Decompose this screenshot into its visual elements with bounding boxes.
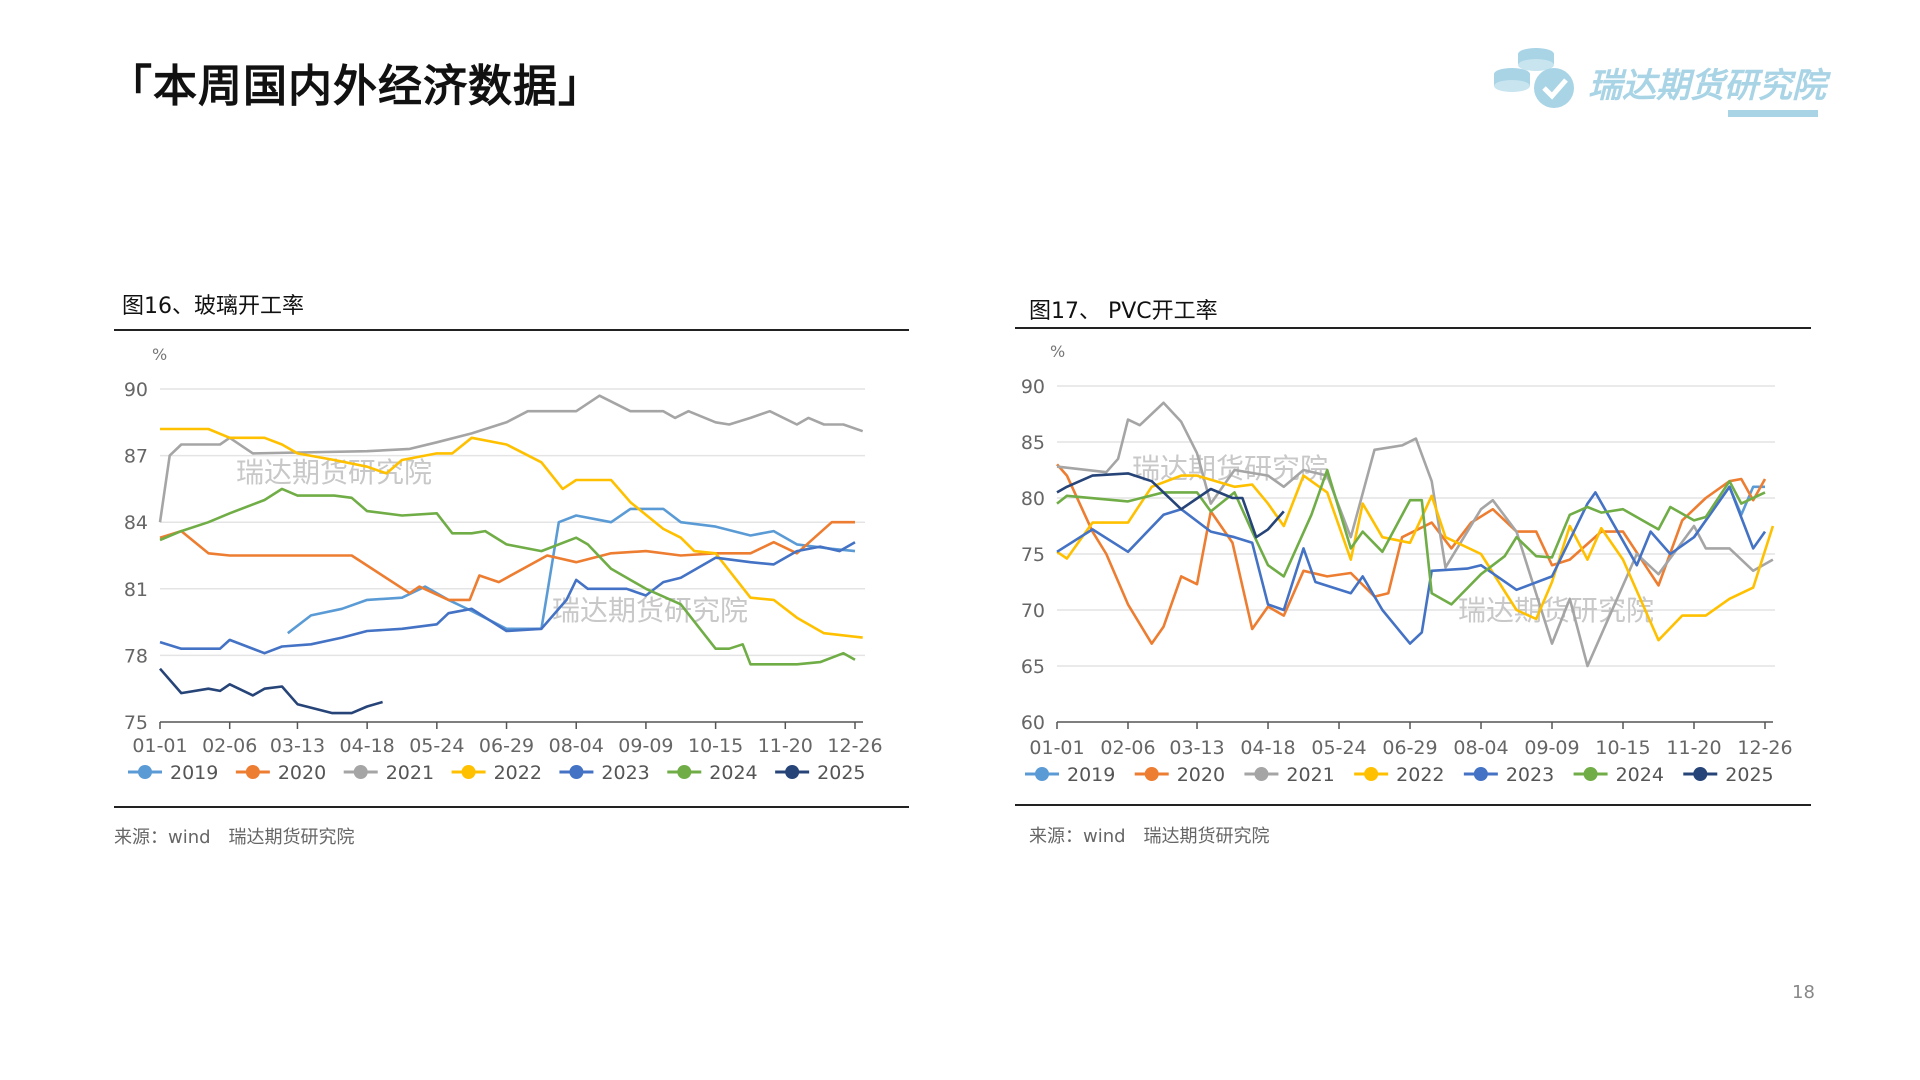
x-tick-label: 09-09 — [1524, 737, 1579, 759]
chart-top-rule — [1015, 327, 1811, 329]
series-line-2025 — [1056, 472, 1285, 539]
y-tick-label: 84 — [124, 512, 148, 534]
legend-label-2022: 2022 — [1396, 764, 1444, 786]
chart-caption-glass: 图16、玻璃开工率 — [122, 294, 304, 319]
legend-marker-2021 — [353, 765, 368, 779]
legend-marker-2024 — [677, 765, 692, 779]
watermark: 瑞达期货研究院 — [1458, 594, 1654, 627]
series-line-2024 — [159, 487, 856, 666]
chart-bottom-rule — [1015, 804, 1811, 806]
legend-marker-2019 — [1035, 767, 1049, 781]
legend-label-2024: 2024 — [709, 762, 757, 784]
legend-label-2019: 2019 — [1067, 764, 1115, 786]
chart-caption-pvc: 图17、 PVC开工率 — [1029, 299, 1218, 324]
legend-marker-2023 — [1473, 767, 1488, 781]
logo-underline — [1728, 110, 1818, 117]
x-tick-label: 08-04 — [1453, 737, 1508, 759]
series-line-2022 — [160, 427, 863, 639]
series-line-2020 — [159, 520, 855, 602]
x-tick-label: 09-09 — [618, 735, 673, 757]
y-tick-label: 81 — [124, 579, 148, 601]
legend-label-2025: 2025 — [817, 762, 865, 784]
legend-marker-2025 — [785, 765, 800, 779]
coins-check-icon — [1494, 48, 1574, 108]
legend-marker-2024 — [1583, 767, 1598, 781]
series-line-2023 — [1056, 485, 1767, 645]
legend-label-2024: 2024 — [1616, 764, 1664, 786]
legend-marker-2020 — [1144, 767, 1159, 781]
watermark: 瑞达期货研究院 — [1132, 452, 1328, 485]
series-line-2023 — [159, 541, 856, 655]
legend-label-2022: 2022 — [494, 762, 542, 784]
x-tick-label: 03-13 — [1169, 737, 1224, 759]
y-tick-label: 90 — [1021, 376, 1045, 398]
x-tick-label: 08-04 — [549, 735, 604, 757]
legend-marker-2021 — [1254, 767, 1269, 781]
chart-source-pvc: 来源：wind 瑞达期货研究院 — [1029, 826, 1270, 847]
y-tick-label: 80 — [1021, 488, 1045, 510]
legend-label-2020: 2020 — [1177, 764, 1225, 786]
x-tick-label: 12-26 — [827, 735, 882, 757]
series-line-2024 — [1056, 468, 1766, 606]
chart-top-rule — [114, 329, 909, 331]
y-tick-label: 78 — [124, 645, 148, 667]
x-tick-label: 04-18 — [1240, 737, 1295, 759]
x-tick-label: 01-01 — [132, 735, 187, 757]
y-tick-label: 90 — [124, 379, 148, 401]
x-tick-label: 01-01 — [1029, 737, 1084, 759]
x-tick-label: 04-18 — [340, 735, 395, 757]
x-tick-label: 11-20 — [758, 735, 813, 757]
x-tick-label: 12-26 — [1737, 737, 1792, 759]
y-tick-label: 65 — [1021, 656, 1045, 678]
y-tick-label: 87 — [124, 446, 148, 468]
y-axis-unit-label: % — [1050, 342, 1065, 361]
page-title: 「本周国内外经济数据」 — [108, 61, 603, 112]
chart-bottom-rule — [114, 806, 909, 808]
x-tick-label: 10-15 — [1595, 737, 1650, 759]
x-tick-label: 06-29 — [1382, 737, 1437, 759]
series-line-2025 — [159, 667, 383, 715]
x-tick-label: 05-24 — [1311, 737, 1366, 759]
legend-label-2021: 2021 — [386, 762, 434, 784]
watermark: 瑞达期货研究院 — [552, 594, 748, 627]
series-line-2021 — [158, 394, 864, 523]
legend-marker-2022 — [1364, 767, 1379, 781]
series-line-2022 — [1056, 474, 1775, 642]
legend-label-2019: 2019 — [170, 762, 218, 784]
y-tick-label: 60 — [1021, 712, 1045, 734]
y-tick-label: 75 — [1021, 544, 1045, 566]
y-tick-label: 75 — [124, 712, 148, 734]
y-axis-unit-label: % — [152, 345, 167, 364]
legend-label-2021: 2021 — [1286, 764, 1334, 786]
series-line-2020 — [1056, 463, 1767, 645]
x-tick-label: 06-29 — [479, 735, 534, 757]
y-tick-label: 70 — [1021, 600, 1045, 622]
series-line-2019 — [1692, 485, 1765, 538]
company-logo: 瑞达期货研究院 — [1490, 38, 1826, 122]
legend-label-2020: 2020 — [278, 762, 326, 784]
x-tick-label: 02-06 — [202, 735, 257, 757]
legend-marker-2025 — [1693, 767, 1708, 781]
x-tick-label: 05-24 — [409, 735, 464, 757]
logo-text: 瑞达期货研究院 — [1588, 66, 1826, 106]
legend-label-2025: 2025 — [1725, 764, 1773, 786]
legend-marker-2019 — [138, 765, 152, 779]
series-line-2021 — [1056, 401, 1774, 668]
x-tick-label: 11-20 — [1666, 737, 1721, 759]
page-number: 18 — [1792, 982, 1815, 1003]
legend-marker-2023 — [569, 765, 584, 779]
chart-source-glass: 来源：wind 瑞达期货研究院 — [114, 827, 355, 848]
x-tick-label: 03-13 — [270, 735, 325, 757]
legend-marker-2022 — [461, 765, 476, 779]
y-tick-label: 85 — [1021, 432, 1045, 454]
legend-label-2023: 2023 — [1506, 764, 1554, 786]
legend-marker-2020 — [245, 765, 260, 779]
legend-label-2023: 2023 — [601, 762, 649, 784]
series-line-2019 — [287, 507, 856, 635]
x-tick-label: 10-15 — [688, 735, 743, 757]
x-tick-label: 02-06 — [1100, 737, 1155, 759]
